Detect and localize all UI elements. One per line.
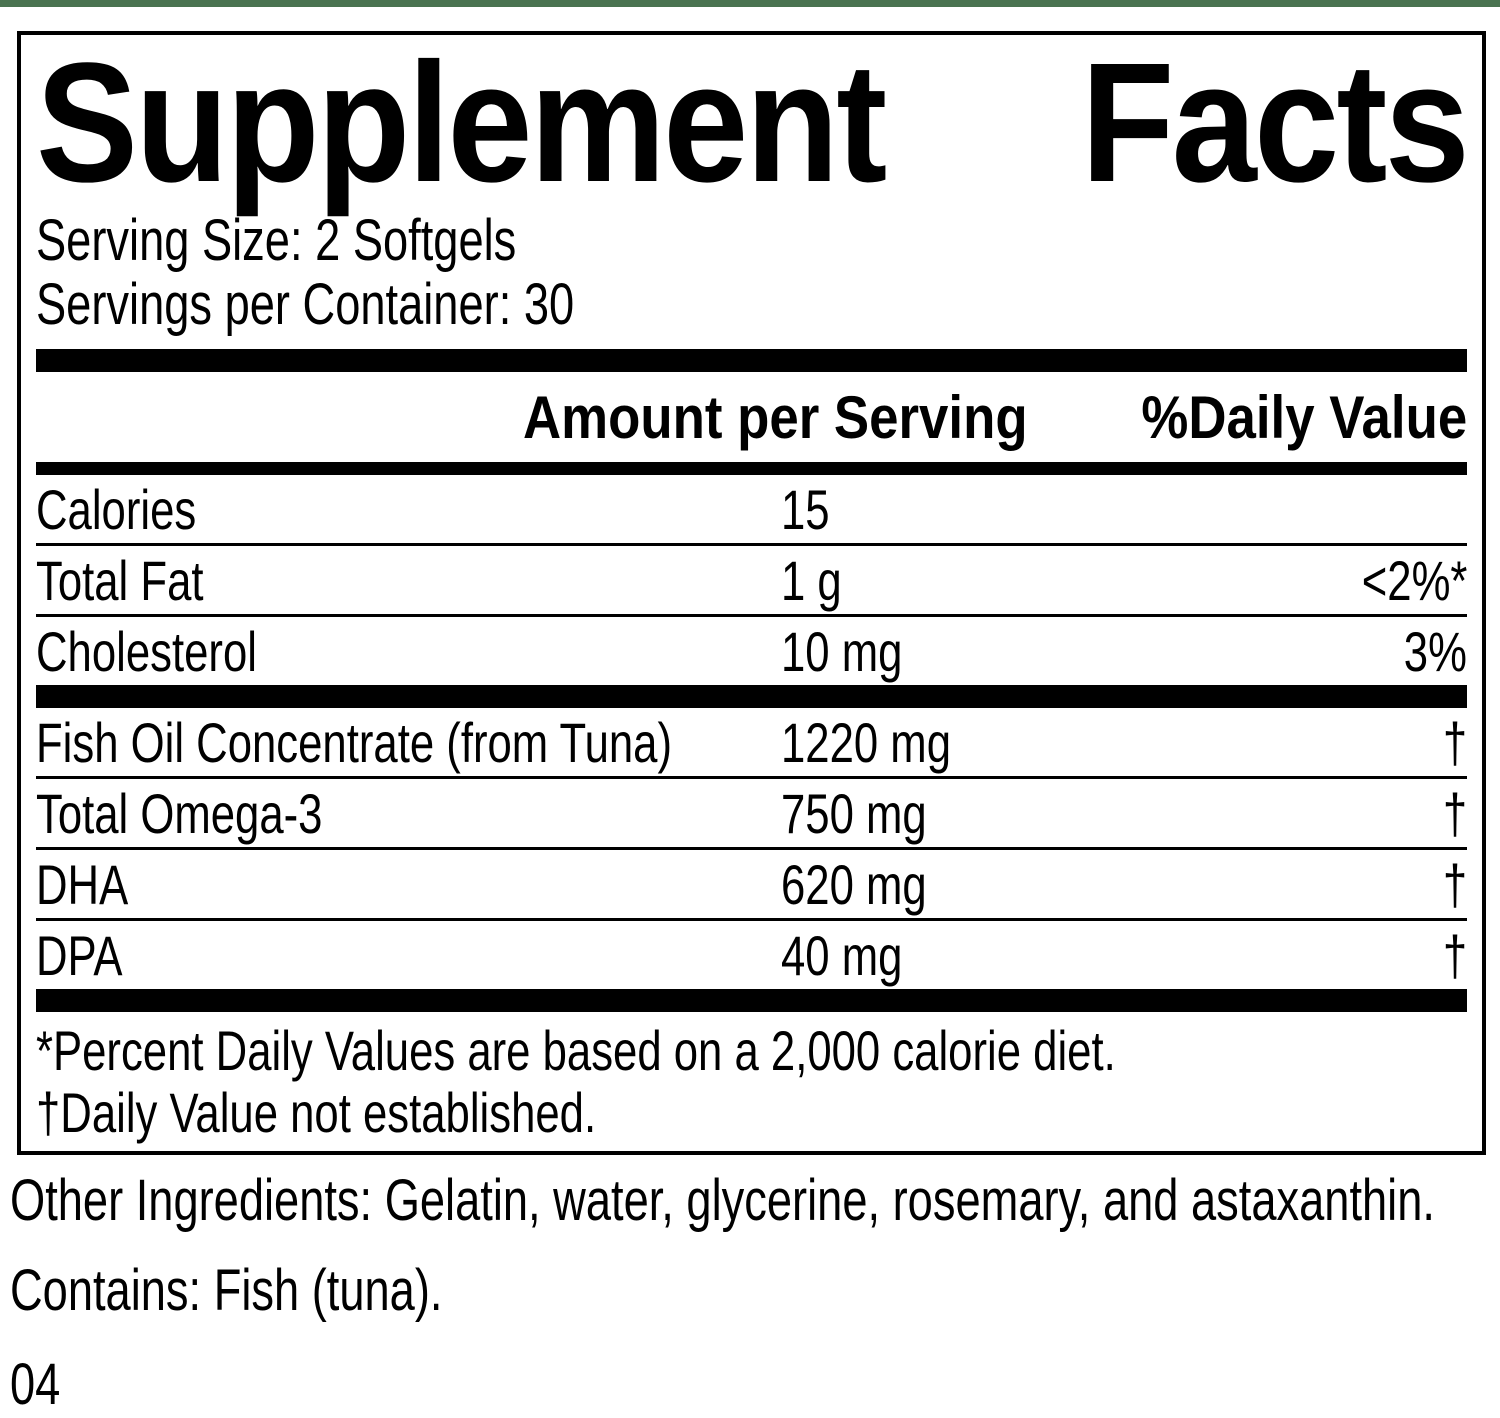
row-daily-value: † xyxy=(1442,781,1467,845)
row-amount: 1220 mg xyxy=(781,710,951,774)
row-separator xyxy=(36,614,1467,617)
row-daily-value: † xyxy=(1442,710,1467,774)
table-row-total-omega-3: Total Omega-3 750 mg † xyxy=(36,779,1467,847)
row-amount: 40 mg xyxy=(781,923,903,987)
row-separator xyxy=(36,918,1467,921)
row-amount: 15 xyxy=(781,477,830,541)
row-daily-value xyxy=(1297,477,1467,542)
footnote-daily-value-not-established: †Daily Value not established. xyxy=(36,1081,597,1144)
row-daily-value: † xyxy=(1442,923,1467,987)
section-divider-thick-1 xyxy=(36,349,1467,372)
row-amount: 10 mg xyxy=(781,619,903,683)
header-spacer xyxy=(36,417,523,418)
servings-per-container-line: Servings per Container: 30 xyxy=(36,272,575,337)
table-row-calories: Calories 15 xyxy=(36,475,1467,543)
below-panel-text: Other Ingredients: Gelatin, water, glyce… xyxy=(10,1168,1490,1418)
row-daily-value: † xyxy=(1442,852,1467,916)
row-amount: 750 mg xyxy=(781,781,927,845)
supplement-facts-panel: Supplement Facts Serving Size: 2 Softgel… xyxy=(17,31,1486,1155)
footnotes: *Percent Daily Values are based on a 2,0… xyxy=(36,1020,1467,1144)
table-header-row: Amount per Serving %Daily Value xyxy=(36,372,1467,462)
table-row-fish-oil-concentrate: Fish Oil Concentrate (from Tuna) 1220 mg… xyxy=(36,708,1467,776)
top-green-strip xyxy=(0,0,1500,7)
header-daily-value: %Daily Value xyxy=(1141,383,1467,451)
row-label: DHA xyxy=(36,852,129,916)
row-separator xyxy=(36,847,1467,850)
row-label: Calories xyxy=(36,477,197,541)
row-daily-value: <2%* xyxy=(1361,548,1467,612)
table-row-total-fat: Total Fat 1 g <2%* xyxy=(36,546,1467,614)
row-amount: 1 g xyxy=(781,548,842,612)
label-code: 04 xyxy=(10,1352,61,1417)
serving-info: Serving Size: 2 Softgels Servings per Co… xyxy=(36,209,1467,337)
table-row-dha: DHA 620 mg † xyxy=(36,850,1467,918)
row-label: Cholesterol xyxy=(36,619,257,683)
row-amount: 620 mg xyxy=(781,852,927,916)
row-label: DPA xyxy=(36,923,123,987)
other-ingredients-line: Other Ingredients: Gelatin, water, glyce… xyxy=(10,1168,1435,1233)
title-word-supplement: Supplement xyxy=(36,28,887,218)
row-label: Total Omega-3 xyxy=(36,781,323,845)
table-row-cholesterol: Cholesterol 10 mg 3% xyxy=(36,617,1467,685)
footnote-percent-daily-values: *Percent Daily Values are based on a 2,0… xyxy=(36,1019,1116,1082)
row-label: Fish Oil Concentrate (from Tuna) xyxy=(36,710,673,774)
section-divider-medium xyxy=(36,462,1467,475)
row-label: Total Fat xyxy=(36,548,204,612)
row-separator xyxy=(36,776,1467,779)
section-divider-thick-3 xyxy=(36,989,1467,1012)
panel-title: Supplement Facts xyxy=(36,28,1470,218)
serving-size-line: Serving Size: 2 Softgels xyxy=(36,208,517,273)
row-separator xyxy=(36,543,1467,546)
section-divider-thick-2 xyxy=(36,685,1467,708)
table-row-dpa: DPA 40 mg † xyxy=(36,921,1467,989)
row-daily-value: 3% xyxy=(1403,619,1467,683)
contains-line: Contains: Fish (tuna). xyxy=(10,1258,443,1323)
title-word-facts: Facts xyxy=(1080,28,1470,218)
header-amount-per-serving: Amount per Serving xyxy=(523,383,1028,451)
